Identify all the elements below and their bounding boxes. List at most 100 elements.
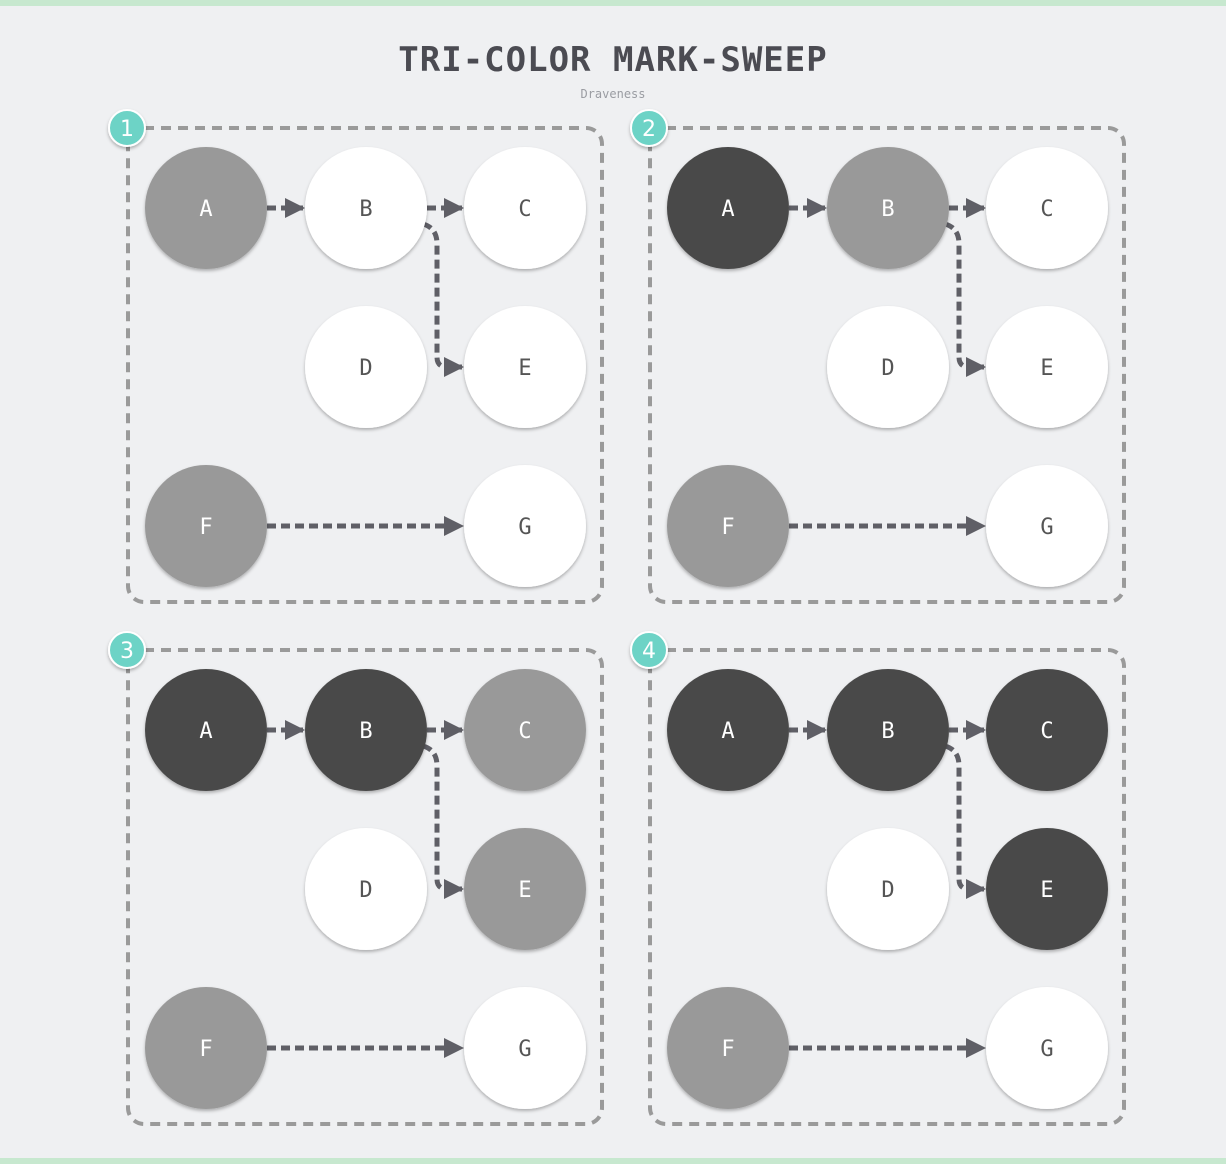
- node-G: G: [986, 987, 1108, 1109]
- node-label: F: [199, 1037, 212, 1062]
- node-F: F: [145, 465, 267, 587]
- node-label: C: [1040, 197, 1053, 222]
- node-circle: [667, 987, 789, 1109]
- node-label: F: [721, 515, 734, 540]
- node-circle: [986, 987, 1108, 1109]
- node-label: A: [199, 197, 212, 222]
- step-badge-circle: [108, 631, 146, 669]
- node-circle: [464, 669, 586, 791]
- node-D: D: [305, 828, 427, 950]
- node-D: D: [305, 306, 427, 428]
- step-badge: 2: [630, 109, 668, 147]
- node-circle: [145, 465, 267, 587]
- node-A: A: [667, 669, 789, 791]
- node-circle: [145, 147, 267, 269]
- node-A: A: [145, 669, 267, 791]
- panel-step-4: A B C D E F G 4: [630, 631, 1126, 1126]
- panel-step-3: A B C D E F G 3: [108, 631, 604, 1126]
- node-circle: [986, 828, 1108, 950]
- node-label: E: [518, 878, 531, 903]
- node-circle: [827, 306, 949, 428]
- edge-B-E: [944, 221, 986, 377]
- node-circle: [986, 465, 1108, 587]
- node-circle: [464, 465, 586, 587]
- node-C: C: [986, 147, 1108, 269]
- node-circle: [305, 828, 427, 950]
- node-E: E: [986, 306, 1108, 428]
- step-badge-circle: [630, 631, 668, 669]
- edge-B-E: [422, 743, 464, 899]
- node-label: E: [1040, 356, 1053, 381]
- node-label: E: [518, 356, 531, 381]
- node-label: D: [359, 878, 372, 903]
- node-circle: [827, 147, 949, 269]
- node-circle: [305, 306, 427, 428]
- node-B: B: [305, 669, 427, 791]
- node-circle: [827, 669, 949, 791]
- node-A: A: [145, 147, 267, 269]
- step-badge-number: 3: [120, 639, 134, 664]
- node-F: F: [667, 987, 789, 1109]
- node-label: B: [881, 197, 894, 222]
- diagram-subtitle: Draveness: [580, 87, 646, 101]
- node-E: E: [986, 828, 1108, 950]
- step-badge-number: 4: [642, 639, 656, 664]
- step-badge: 4: [630, 631, 668, 669]
- edge-B-E: [944, 743, 986, 899]
- panel-step-1: A B C D E F G 1: [108, 109, 604, 604]
- panel-step-2: A B C D E F G 2: [630, 109, 1126, 604]
- node-label: F: [721, 1037, 734, 1062]
- node-circle: [986, 306, 1108, 428]
- step-badge-number: 2: [642, 117, 656, 142]
- node-circle: [827, 828, 949, 950]
- node-circle: [464, 987, 586, 1109]
- node-circle: [667, 465, 789, 587]
- step-badge: 1: [108, 109, 146, 147]
- node-G: G: [464, 465, 586, 587]
- node-B: B: [305, 147, 427, 269]
- node-G: G: [464, 987, 586, 1109]
- node-C: C: [986, 669, 1108, 791]
- node-circle: [986, 669, 1108, 791]
- node-circle: [667, 147, 789, 269]
- node-label: B: [359, 719, 372, 744]
- node-circle: [986, 147, 1108, 269]
- node-D: D: [827, 306, 949, 428]
- node-label: C: [1040, 719, 1053, 744]
- node-label: G: [518, 1037, 531, 1062]
- node-label: D: [359, 356, 372, 381]
- node-G: G: [986, 465, 1108, 587]
- top-accent-bar: [0, 0, 1226, 6]
- node-C: C: [464, 669, 586, 791]
- node-label: A: [721, 719, 734, 744]
- node-circle: [464, 147, 586, 269]
- node-B: B: [827, 147, 949, 269]
- node-label: C: [518, 719, 531, 744]
- node-D: D: [827, 828, 949, 950]
- node-label: D: [881, 878, 894, 903]
- step-badge-circle: [630, 109, 668, 147]
- node-E: E: [464, 306, 586, 428]
- node-label: C: [518, 197, 531, 222]
- step-badge: 3: [108, 631, 146, 669]
- node-label: D: [881, 356, 894, 381]
- node-circle: [305, 147, 427, 269]
- panel-border: [126, 648, 604, 1126]
- bottom-accent-bar: [0, 1158, 1226, 1164]
- node-label: G: [518, 515, 531, 540]
- node-F: F: [667, 465, 789, 587]
- node-A: A: [667, 147, 789, 269]
- node-C: C: [464, 147, 586, 269]
- node-B: B: [827, 669, 949, 791]
- node-E: E: [464, 828, 586, 950]
- node-F: F: [145, 987, 267, 1109]
- node-label: A: [199, 719, 212, 744]
- panel-border: [648, 126, 1126, 604]
- node-label: A: [721, 197, 734, 222]
- node-label: E: [1040, 878, 1053, 903]
- diagram-title: TRI-COLOR MARK-SWEEP: [398, 40, 828, 80]
- edge-B-E: [422, 221, 464, 377]
- node-circle: [145, 669, 267, 791]
- node-circle: [667, 669, 789, 791]
